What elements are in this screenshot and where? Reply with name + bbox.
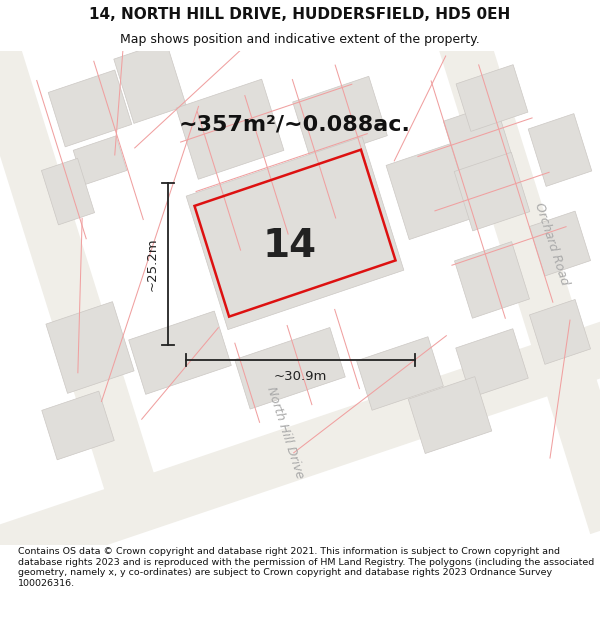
Text: 14: 14 bbox=[263, 227, 317, 264]
Text: ~30.9m: ~30.9m bbox=[274, 371, 327, 383]
Polygon shape bbox=[356, 337, 443, 410]
Polygon shape bbox=[293, 76, 388, 161]
Text: ~357m²/~0.088ac.: ~357m²/~0.088ac. bbox=[179, 114, 411, 134]
Polygon shape bbox=[0, 313, 600, 589]
Text: Contains OS data © Crown copyright and database right 2021. This information is : Contains OS data © Crown copyright and d… bbox=[18, 548, 594, 588]
Polygon shape bbox=[455, 242, 529, 318]
Polygon shape bbox=[456, 329, 528, 398]
Text: 14, NORTH HILL DRIVE, HUDDERSFIELD, HD5 0EH: 14, NORTH HILL DRIVE, HUDDERSFIELD, HD5 … bbox=[89, 7, 511, 22]
Polygon shape bbox=[176, 79, 284, 179]
Text: Orchard Road: Orchard Road bbox=[533, 201, 571, 286]
Polygon shape bbox=[129, 311, 231, 394]
Polygon shape bbox=[186, 137, 404, 329]
Polygon shape bbox=[456, 64, 528, 131]
Polygon shape bbox=[46, 302, 134, 393]
Text: ~25.2m: ~25.2m bbox=[146, 238, 159, 291]
Polygon shape bbox=[41, 158, 95, 225]
Polygon shape bbox=[443, 104, 512, 176]
Text: Map shows position and indicative extent of the property.: Map shows position and indicative extent… bbox=[120, 34, 480, 46]
Polygon shape bbox=[386, 144, 474, 239]
Polygon shape bbox=[420, 0, 600, 534]
Polygon shape bbox=[529, 299, 590, 364]
Polygon shape bbox=[529, 211, 590, 276]
Polygon shape bbox=[73, 136, 127, 185]
Polygon shape bbox=[454, 152, 530, 231]
Polygon shape bbox=[235, 328, 345, 409]
Polygon shape bbox=[0, 0, 168, 534]
Text: North Hill Drive: North Hill Drive bbox=[264, 385, 306, 481]
Polygon shape bbox=[48, 70, 132, 147]
Polygon shape bbox=[408, 377, 492, 454]
Polygon shape bbox=[528, 114, 592, 186]
Polygon shape bbox=[114, 41, 186, 123]
Polygon shape bbox=[42, 391, 114, 460]
